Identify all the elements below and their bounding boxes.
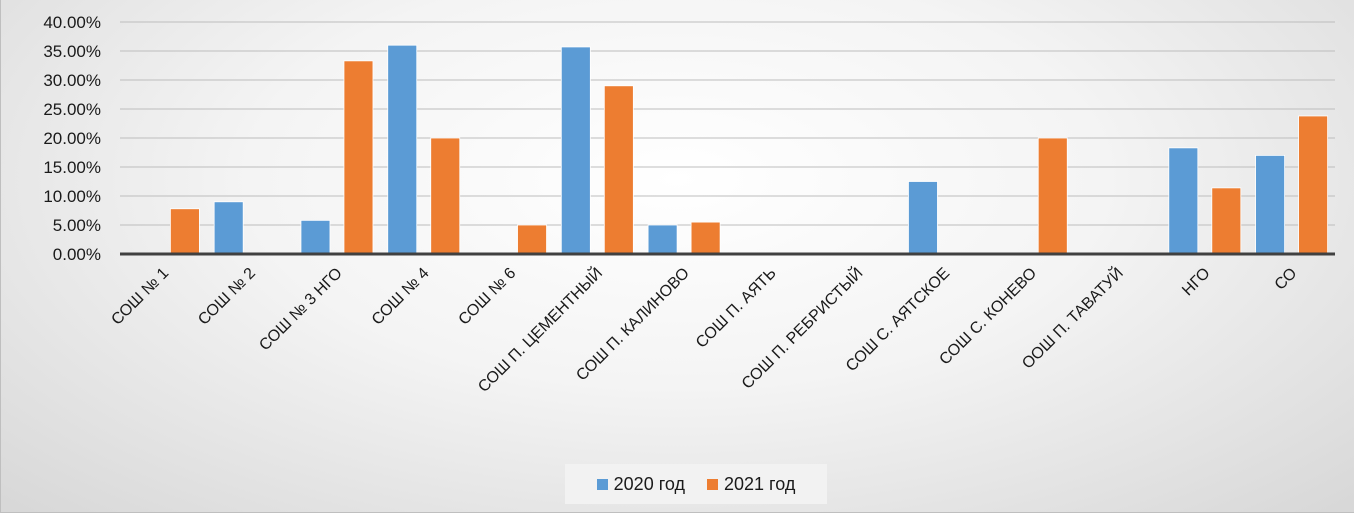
y-tick-label: 25.00% (43, 100, 101, 119)
bar-2021 (1298, 115, 1329, 255)
x-category-label: СОШ № 6 (456, 265, 520, 329)
bar-2020 (213, 201, 244, 255)
bar-2021 (430, 137, 461, 255)
y-tick-label: 40.00% (43, 13, 101, 32)
bar-2021 (517, 224, 547, 255)
x-category-label: НГО (1179, 265, 1213, 299)
bar-2021 (1211, 187, 1242, 255)
bar-2021 (169, 208, 200, 255)
x-category-label: СОШ № 4 (369, 265, 433, 329)
legend-item-2021: 2021 год (707, 474, 795, 495)
bar-2021 (1037, 137, 1068, 255)
bar-2021 (603, 85, 634, 255)
x-category-label: СОШ П. АЯТЬ (693, 265, 780, 352)
y-tick-label: 5.00% (53, 216, 101, 235)
x-category-label: СОШ № 2 (195, 265, 259, 329)
legend: 2020 год 2021 год (565, 464, 827, 504)
bar-2020 (387, 44, 418, 255)
x-category-label: СОШ С. КОНЕВО (936, 265, 1040, 369)
bar-2021 (690, 221, 721, 255)
bar-2020 (560, 46, 591, 255)
y-tick-label: 30.00% (43, 71, 101, 90)
legend-label-2021: 2021 год (724, 473, 796, 494)
legend-swatch-2020 (596, 478, 608, 490)
bar-2020 (1168, 147, 1199, 255)
x-category-label: СОШ № 1 (108, 265, 172, 329)
y-tick-label: 0.00% (53, 245, 101, 264)
bar-2020 (1255, 154, 1286, 255)
x-category-label: СОШ № 3 НГО (256, 265, 345, 354)
y-tick-label: 20.00% (43, 129, 101, 148)
y-tick-label: 10.00% (43, 187, 101, 206)
legend-item-2020: 2020 год (596, 473, 685, 495)
bar-2020 (647, 224, 678, 255)
bar-2021 (343, 60, 374, 255)
y-tick-label: 15.00% (43, 158, 101, 177)
bar-2020 (300, 219, 331, 255)
y-tick-label: 35.00% (43, 42, 101, 61)
legend-swatch-2021 (707, 478, 718, 490)
x-category-label: СО (1272, 265, 1301, 294)
legend-label-2020: 2020 год (613, 473, 685, 494)
bar-2020 (908, 181, 938, 255)
